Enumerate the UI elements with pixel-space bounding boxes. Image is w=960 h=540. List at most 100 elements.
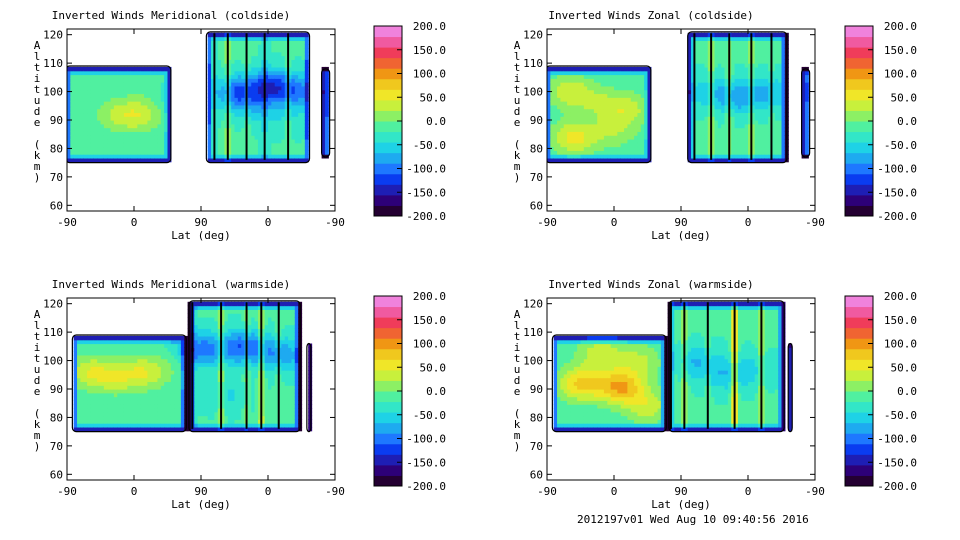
contour-cell <box>284 63 289 68</box>
contour-cell <box>778 82 783 87</box>
contour-cell <box>164 93 169 98</box>
contour-cell <box>130 116 135 121</box>
contour-cell <box>761 93 766 98</box>
contour-cell <box>150 157 155 163</box>
contour-cell <box>697 154 702 159</box>
contour-cell <box>731 78 736 83</box>
contour-cell <box>640 78 645 83</box>
contour-cell <box>284 120 289 125</box>
contour-cell <box>697 32 702 38</box>
contour-cell <box>741 82 746 87</box>
contour-cell <box>617 123 622 129</box>
contour-cell <box>214 40 219 45</box>
contour-cell <box>264 55 269 60</box>
contour-cell <box>90 351 95 356</box>
contour-cell <box>271 51 276 57</box>
contour-cell <box>113 123 118 129</box>
contour-cell <box>627 150 632 155</box>
contour-cell <box>103 339 108 345</box>
contour-cell <box>804 123 809 129</box>
contour-cell <box>113 407 118 413</box>
contour-boundary <box>547 65 652 164</box>
contour-cell <box>607 74 612 79</box>
contour-cell <box>83 101 88 106</box>
contour-cell <box>251 93 256 98</box>
contour-cell <box>117 381 122 386</box>
contour-cell <box>257 82 262 87</box>
contour-cell <box>567 82 572 87</box>
contour-cell <box>620 127 625 132</box>
contour-cell <box>557 157 561 163</box>
contour-cell <box>160 131 165 136</box>
contour-cell <box>687 154 692 159</box>
contour-cell <box>754 89 759 95</box>
contour-cell <box>714 108 719 114</box>
contour-cell <box>110 347 115 352</box>
contour-cell <box>603 101 608 106</box>
contour-cell <box>160 97 165 102</box>
contour-cell <box>590 154 595 159</box>
contour-cell <box>764 127 769 132</box>
contour-cell <box>697 59 702 64</box>
contour-cell <box>204 370 209 375</box>
contour-cell <box>73 70 78 76</box>
contour-cell <box>100 138 105 144</box>
contour-cell <box>87 123 92 129</box>
contour-cell <box>694 70 699 76</box>
contour-cell <box>704 32 709 38</box>
contour-cell <box>197 343 202 348</box>
contour-cell <box>593 146 598 151</box>
contour-cell <box>127 389 132 394</box>
contour-cell <box>697 112 702 117</box>
contour-cell <box>103 358 108 364</box>
contour-cell <box>687 150 692 155</box>
contour-cell <box>207 142 212 148</box>
contour-cell <box>704 101 709 106</box>
contour-cell <box>281 142 286 148</box>
contour-cell <box>734 51 739 57</box>
contour-cell <box>73 385 78 390</box>
contour-cell <box>281 47 286 53</box>
contour-cell <box>211 411 215 417</box>
contour-cell <box>707 123 712 129</box>
contour-cell <box>207 138 212 144</box>
contour-cell <box>144 66 148 72</box>
contour-cell <box>771 78 776 83</box>
contour-cell <box>617 138 622 144</box>
contour-cell <box>234 112 239 117</box>
contour-cell <box>234 138 239 144</box>
contour-cell <box>691 74 695 79</box>
contour-cell <box>577 89 582 95</box>
contour-cell <box>758 127 762 132</box>
contour-cell <box>137 415 142 420</box>
contour-cell <box>627 116 632 121</box>
contour-cell <box>634 85 639 91</box>
contour-cell <box>77 93 81 98</box>
contour-cell <box>217 157 222 163</box>
contour-cell <box>577 123 582 129</box>
contour-cell <box>764 70 769 76</box>
contour-cell <box>201 335 205 341</box>
contour-cell <box>704 123 709 129</box>
contour-cell <box>778 135 783 140</box>
contour-cell <box>103 97 108 102</box>
contour-cell <box>70 97 75 102</box>
contour-cell <box>291 36 296 41</box>
contour-cell <box>214 44 219 49</box>
contour-cell <box>294 131 299 136</box>
contour-cell <box>174 339 179 345</box>
contour-cell <box>801 123 806 129</box>
contour-cell <box>234 36 239 41</box>
contour-cell <box>261 154 266 159</box>
contour-cell <box>758 154 762 159</box>
contour-cell <box>177 385 182 390</box>
contour-cell <box>324 123 329 129</box>
contour-cell <box>761 142 766 148</box>
contour-cell <box>587 82 592 87</box>
contour-cell <box>227 150 232 155</box>
contour-cell <box>150 123 155 129</box>
contour-cell <box>714 142 719 148</box>
contour-cell <box>607 112 612 117</box>
contour-cell <box>93 142 98 148</box>
contour-cell <box>144 343 148 348</box>
